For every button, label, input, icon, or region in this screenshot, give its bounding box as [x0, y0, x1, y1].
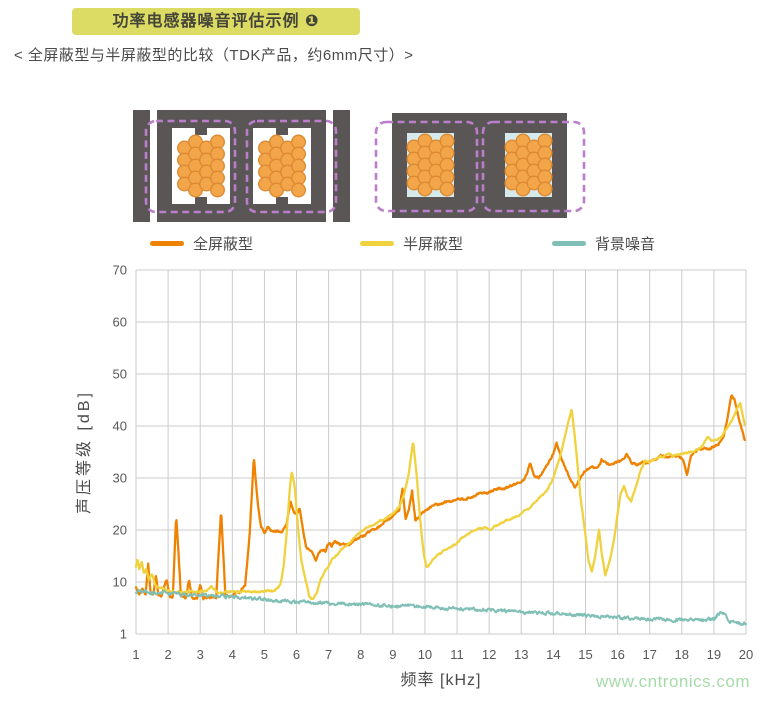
svg-text:2: 2	[164, 647, 171, 662]
svg-text:9: 9	[389, 647, 396, 662]
svg-text:16: 16	[610, 647, 624, 662]
full-shield-line-swatch	[150, 241, 184, 246]
coil-winding	[504, 133, 553, 197]
svg-text:3: 3	[197, 647, 204, 662]
axis-tick-labels: 1 2 3 4 5 6 7 8 9 10 11 12 13 14 15 16 17 18 19 20110203040…	[113, 263, 754, 663]
svg-text:7: 7	[325, 647, 332, 662]
svg-text:8: 8	[357, 647, 364, 662]
svg-text:50: 50	[113, 367, 127, 382]
legend-label: 全屏蔽型	[193, 236, 254, 253]
coil-winding	[406, 133, 455, 197]
svg-text:19: 19	[707, 647, 721, 662]
svg-text:20: 20	[739, 647, 753, 662]
svg-text:11: 11	[450, 647, 464, 662]
legend-item-full-shield: 全屏蔽型	[150, 233, 253, 254]
legend-label: 背景噪音	[595, 236, 656, 253]
svg-text:10: 10	[418, 647, 432, 662]
chart-grid	[135, 269, 747, 635]
x-axis-title: 频率 [kHz]	[400, 672, 482, 689]
semi-shield-line-swatch	[360, 241, 394, 246]
svg-text:4: 4	[229, 647, 236, 662]
y-axis-title: 声压等级 [dB]	[76, 390, 93, 514]
coil-winding	[176, 134, 225, 198]
watermark: www.cntronics.com	[596, 672, 750, 691]
page-title-badge: 功率电感器噪音评估示例 ❶	[72, 8, 360, 35]
svg-text:20: 20	[113, 523, 127, 538]
svg-text:1: 1	[132, 647, 139, 662]
svg-text:14: 14	[546, 647, 560, 662]
svg-text:60: 60	[113, 315, 127, 330]
background-noise-line-swatch	[552, 241, 586, 246]
page-subtitle: < 全屏蔽型与半屏蔽型的比较（TDK产品，约6mm尺寸）>	[14, 47, 414, 64]
svg-text:13: 13	[514, 647, 528, 662]
svg-text:6: 6	[293, 647, 300, 662]
svg-text:30: 30	[113, 471, 127, 486]
svg-text:10: 10	[113, 575, 127, 590]
svg-text:1: 1	[120, 627, 127, 642]
svg-text:18: 18	[675, 647, 689, 662]
svg-text:12: 12	[482, 647, 496, 662]
series-line-2	[135, 588, 747, 626]
coil-winding	[258, 134, 307, 198]
svg-text:17: 17	[642, 647, 656, 662]
legend-item-background-noise: 背景噪音	[552, 233, 655, 254]
svg-text:5: 5	[261, 647, 268, 662]
svg-text:40: 40	[113, 419, 127, 434]
legend-label: 半屏蔽型	[403, 236, 464, 253]
legend-item-semi-shield: 半屏蔽型	[360, 233, 463, 254]
series-line-1	[134, 401, 746, 601]
svg-text:70: 70	[113, 263, 127, 278]
inductor-cross-section-diagrams	[133, 110, 586, 222]
svg-text:15: 15	[578, 647, 592, 662]
